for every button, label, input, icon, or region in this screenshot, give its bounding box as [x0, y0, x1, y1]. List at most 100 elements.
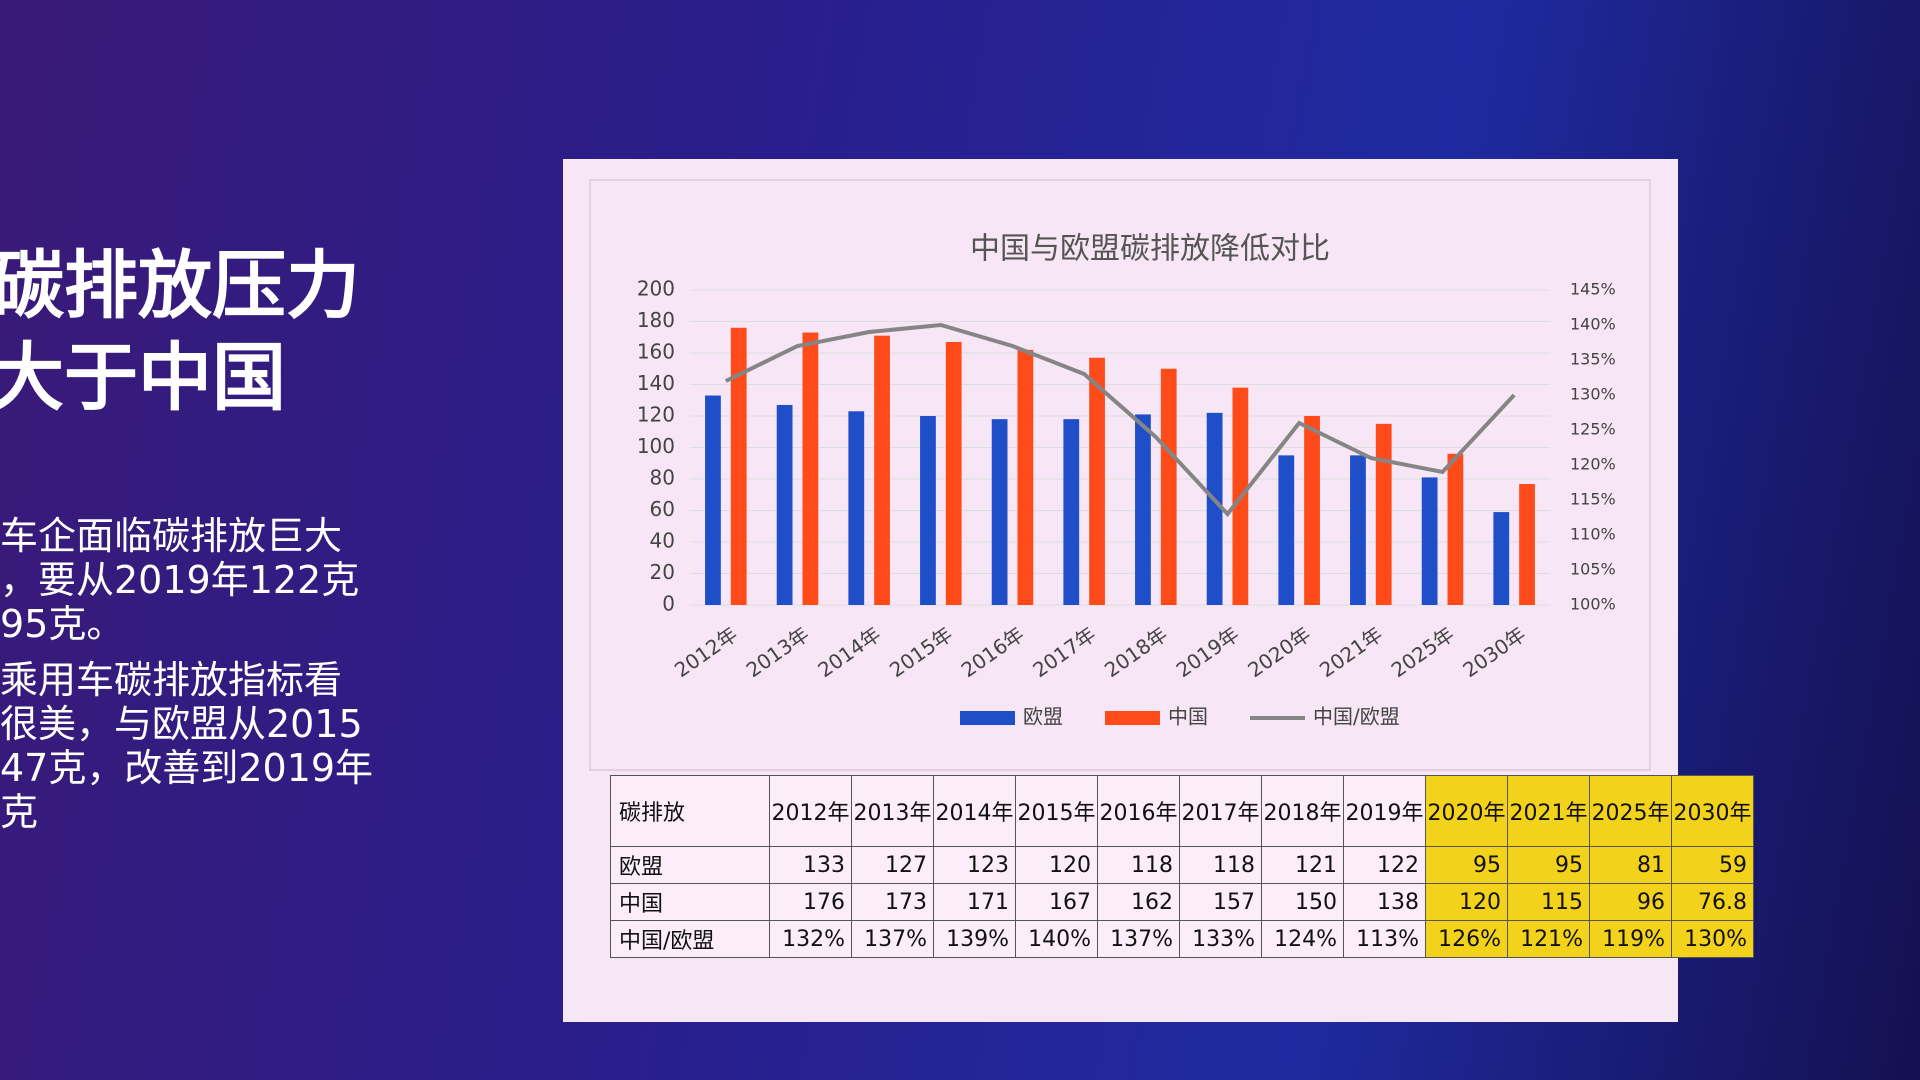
- bullet-line: 95克。: [0, 602, 125, 646]
- x-tick-label: 2025年: [1387, 622, 1459, 682]
- bar: [802, 332, 819, 605]
- table-cell: 127: [851, 846, 934, 884]
- y2-tick-label: 105%: [1570, 560, 1616, 579]
- table-row: 碳排放 2012年 2013年 2014年 2015年 2016年 2017年 2018年 20…: [610, 775, 1754, 847]
- bar: [991, 419, 1008, 605]
- table-cell: 157: [1179, 883, 1262, 921]
- y2-tick-label: 145%: [1570, 280, 1616, 299]
- y-tick-label: 20: [650, 560, 675, 584]
- table-cell: 121: [1261, 846, 1344, 884]
- table-cell: 140%: [1015, 920, 1098, 958]
- slide-text: 碳排放压力 大于中国 车企面临碳排放巨大 ，要从2019年122克 95克。 乘用车碳…: [0, 240, 373, 834]
- table-cell: 138: [1343, 883, 1426, 921]
- bar: [1017, 349, 1034, 605]
- x-tick-label: 2013年: [742, 622, 814, 682]
- table-row-label: 中国/欧盟: [610, 920, 770, 958]
- table-cell: 132%: [769, 920, 852, 958]
- bar: [874, 335, 890, 605]
- legend-label: 中国/欧盟: [1313, 705, 1400, 729]
- table-cell: 137%: [1097, 920, 1180, 958]
- bullet-line: 克: [0, 790, 39, 834]
- x-tick-label: 2030年: [1458, 622, 1530, 682]
- legend-swatch: [960, 711, 1015, 725]
- table-header: 2021年: [1507, 775, 1590, 847]
- bar: [1206, 412, 1223, 605]
- table-cell: 133: [769, 846, 852, 884]
- table-header: 2020年: [1425, 775, 1508, 847]
- legend-label: 中国: [1168, 705, 1208, 729]
- x-tick-label: 2016年: [957, 622, 1029, 682]
- table-cell: 118: [1179, 846, 1262, 884]
- table-header: 2030年: [1671, 775, 1754, 847]
- x-tick-label: 2019年: [1172, 622, 1244, 682]
- table-header: 2017年: [1179, 775, 1262, 847]
- table-header: 2014年: [933, 775, 1016, 847]
- bar: [776, 404, 793, 605]
- bullet-line: 车企面临碳排放巨大: [0, 514, 343, 558]
- y2-tick-label: 125%: [1570, 420, 1616, 439]
- table-cell: 95: [1425, 846, 1508, 884]
- bullet-line: 很美，与欧盟从2015: [0, 702, 363, 746]
- y-tick-label: 0: [662, 592, 675, 616]
- table-cell: 137%: [851, 920, 934, 958]
- bar: [1063, 419, 1080, 605]
- x-tick-label: 2017年: [1028, 622, 1100, 682]
- table-header: 2016年: [1097, 775, 1180, 847]
- x-tick-label: 2021年: [1315, 622, 1387, 682]
- table-cell: 81: [1589, 846, 1672, 884]
- table-cell: 124%: [1261, 920, 1344, 958]
- bar: [1519, 484, 1535, 605]
- table-cell: 126%: [1425, 920, 1508, 958]
- y-tick-label: 60: [650, 497, 675, 521]
- y2-tick-label: 100%: [1570, 595, 1616, 614]
- bullet-line: 乘用车碳排放指标看: [0, 658, 343, 702]
- table-header: 2018年: [1261, 775, 1344, 847]
- table-cell: 122: [1343, 846, 1426, 884]
- x-tick-label: 2020年: [1243, 622, 1315, 682]
- table-cell: 95: [1507, 846, 1590, 884]
- table-row-label: 欧盟: [610, 846, 770, 884]
- bullet-line: ，要从2019年122克: [0, 558, 360, 602]
- y-tick-label: 180: [637, 308, 675, 332]
- table-cell: 76.8: [1671, 883, 1754, 921]
- table-header: 2025年: [1589, 775, 1672, 847]
- bar: [848, 411, 865, 605]
- x-tick-label: 2015年: [885, 622, 957, 682]
- table-cell: 162: [1097, 883, 1180, 921]
- table-cell: 167: [1015, 883, 1098, 921]
- table-corner: 碳排放: [610, 775, 770, 847]
- table-header: 2013年: [851, 775, 934, 847]
- table-cell: 120: [1425, 883, 1508, 921]
- table-header: 2012年: [769, 775, 852, 847]
- bar: [1447, 453, 1464, 605]
- table-cell: 118: [1097, 846, 1180, 884]
- bar: [1350, 455, 1366, 605]
- bar: [1375, 423, 1392, 605]
- bar: [945, 341, 962, 605]
- bar: [1089, 357, 1105, 605]
- bar: [1278, 455, 1295, 605]
- table-header: 2015年: [1015, 775, 1098, 847]
- table-cell: 150: [1261, 883, 1344, 921]
- y2-tick-label: 140%: [1570, 315, 1616, 334]
- y2-tick-label: 115%: [1570, 490, 1616, 509]
- bar: [1421, 477, 1438, 605]
- x-tick-label: 2014年: [813, 622, 885, 682]
- bar: [730, 327, 747, 605]
- table-row: 欧盟 133 127 123 120 118 118 121 122 95 95 81 59: [610, 846, 1754, 884]
- table-cell: 113%: [1343, 920, 1426, 958]
- y2-tick-label: 110%: [1570, 525, 1616, 544]
- chart-title: 中国与欧盟碳排放降低对比: [970, 232, 1330, 267]
- y-tick-label: 100: [637, 434, 675, 458]
- y-tick-label: 40: [650, 529, 675, 553]
- x-tick-label: 2018年: [1100, 622, 1172, 682]
- y2-tick-label: 130%: [1570, 385, 1616, 404]
- y2-tick-label: 120%: [1570, 455, 1616, 474]
- table-cell: 119%: [1589, 920, 1672, 958]
- table-header: 2019年: [1343, 775, 1426, 847]
- y2-tick-label: 135%: [1570, 350, 1616, 369]
- table-cell: 130%: [1671, 920, 1754, 958]
- chart-border: [589, 179, 1651, 771]
